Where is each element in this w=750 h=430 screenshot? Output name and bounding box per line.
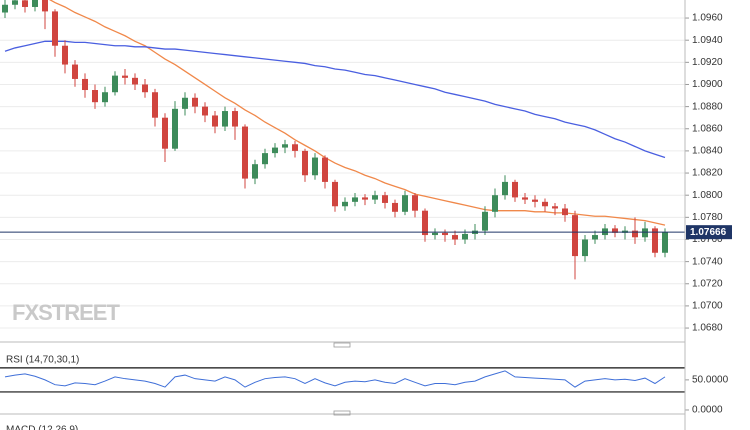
y-tick-label: 1.0960 (692, 13, 723, 24)
candle-body (532, 199, 538, 202)
candle-body (122, 75, 128, 78)
y-tick-label: 1.0820 (692, 168, 723, 179)
y-tick-label: 1.0800 (692, 190, 723, 201)
candle-body (202, 106, 208, 116)
moving-average (4, 40, 666, 159)
candle-body (332, 181, 338, 207)
candle-body (632, 230, 638, 238)
candle-body (322, 157, 328, 182)
candle-body (312, 157, 318, 176)
candle-body (362, 197, 368, 200)
candle-body (452, 235, 458, 240)
y-tick-label: 0.0000 (692, 405, 723, 416)
y-tick-label: 1.0940 (692, 35, 723, 46)
rsi-pane: RSI (14,70,30,1) (0, 353, 685, 393)
candle-body (62, 45, 68, 65)
candle-body (22, 0, 28, 7)
candle-body (92, 90, 98, 103)
candle-body (342, 201, 348, 207)
candle-body (212, 115, 218, 127)
y-tick-label: 50.0000 (692, 375, 729, 386)
candle-body (12, 0, 18, 5)
candle-body (582, 239, 588, 257)
candle-body (522, 197, 528, 200)
candle-body (242, 126, 248, 179)
candle-body (222, 111, 228, 127)
y-tick-label: 1.0720 (692, 278, 723, 289)
candle-body (132, 77, 138, 85)
price-pane: FXSTREET (0, 0, 685, 329)
rsi-line (4, 370, 666, 388)
candle-body (2, 4, 8, 13)
candle-body (502, 181, 508, 196)
candle-body (382, 195, 388, 203)
candle-body (612, 228, 618, 233)
y-tick-label: 1.0840 (692, 146, 723, 157)
candle-body (72, 64, 78, 79)
candle-body (372, 195, 378, 200)
candle-body (302, 150, 308, 176)
candle-body (562, 208, 568, 216)
y-tick-label: 1.0880 (692, 101, 723, 112)
candle-body (272, 147, 278, 154)
candle-body (252, 164, 258, 179)
candle-body (592, 235, 598, 240)
candle-body (512, 181, 518, 198)
candle-body (482, 211, 488, 231)
y-tick-label: 1.0860 (692, 123, 723, 134)
candle-body (232, 111, 238, 127)
y-tick-label: 1.0780 (692, 212, 723, 223)
candle-body (492, 195, 498, 212)
candle-body (552, 206, 558, 209)
watermark: FXSTREET (12, 300, 120, 325)
candle-body (662, 232, 668, 253)
candle-body (572, 215, 578, 257)
candle-body (422, 210, 428, 236)
candle-body (652, 228, 658, 253)
candle-body (42, 0, 48, 12)
candle-body (412, 195, 418, 211)
candle-body (32, 0, 38, 7)
candle-body (162, 117, 168, 149)
candle-body (462, 233, 468, 240)
candle-body (52, 11, 58, 46)
y-tick-label: 1.0680 (692, 323, 723, 334)
candle-body (262, 153, 268, 165)
y-tick-label: 1.0740 (692, 256, 723, 267)
resize-handle[interactable] (333, 342, 351, 348)
resize-handle[interactable] (333, 410, 351, 416)
candle-body (442, 232, 448, 236)
last-price-label: 1.07666 (690, 227, 727, 238)
y-tick-label: 1.0920 (692, 57, 723, 68)
candle-body (392, 202, 398, 212)
last-price-tag (686, 225, 732, 240)
pane-title: RSI (14,70,30,1) (6, 355, 79, 366)
axes: 1.0680 1.0700 1.0720 1.0740 1.0760 1.0780 1.08… (685, 13, 732, 416)
candle-body (172, 108, 178, 149)
candle-body (282, 144, 288, 148)
candle-body (542, 201, 548, 207)
pane-title: MACD (12,26,9) (6, 425, 78, 430)
candle-body (642, 228, 648, 238)
candle-body (292, 144, 298, 151)
candle-body (432, 232, 438, 236)
y-tick-label: 1.0760 (692, 234, 723, 245)
candle-body (182, 97, 188, 109)
candle-body (402, 195, 408, 212)
candle-body (192, 97, 198, 107)
candle-body (102, 92, 108, 103)
candle-body (142, 84, 148, 93)
y-tick-label: 1.0700 (692, 301, 723, 312)
y-tick-label: 1.0900 (692, 79, 723, 90)
candle-body (112, 75, 118, 93)
candle-body (152, 92, 158, 118)
candle-body (82, 78, 88, 91)
candle-body (352, 197, 358, 202)
pane-title-bg (3, 353, 89, 367)
